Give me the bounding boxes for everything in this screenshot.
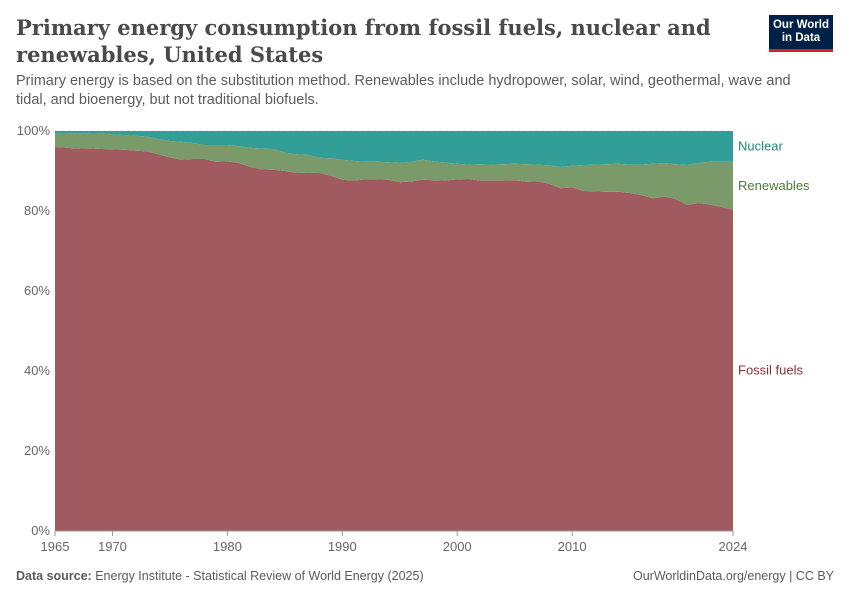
y-tick-label: 20%: [24, 443, 50, 458]
series-label: Renewables: [738, 178, 810, 193]
x-tick-label: 1970: [98, 539, 127, 554]
series-label: Nuclear: [738, 138, 783, 153]
x-tick-label: 1990: [328, 539, 357, 554]
source-text[interactable]: Energy Institute - Statistical Review of…: [95, 569, 424, 583]
x-tick-label: 1980: [213, 539, 242, 554]
x-tick-label: 2000: [443, 539, 472, 554]
y-tick-label: 40%: [24, 363, 50, 378]
y-tick-label: 80%: [24, 203, 50, 218]
owid-logo[interactable]: Our World in Data: [769, 15, 833, 52]
data-source: Data source: Energy Institute - Statisti…: [16, 569, 424, 583]
x-tick-label: 2010: [558, 539, 587, 554]
area-renewables: [55, 133, 733, 210]
chart-subtitle: Primary energy is based on the substitut…: [16, 73, 791, 108]
x-tick-label: 2024: [719, 539, 748, 554]
credit[interactable]: OurWorldinData.org/energy | CC BY: [632, 569, 834, 583]
y-tick-label: 0%: [31, 523, 50, 538]
chart-title: Primary energy consumption from fossil f…: [16, 15, 711, 67]
series-label: Fossil fuels: [738, 362, 804, 377]
area-fossil-fuels: [55, 147, 733, 531]
y-tick-label: 60%: [24, 283, 50, 298]
x-tick-label: 1965: [41, 539, 70, 554]
y-tick-label: 100%: [17, 123, 51, 138]
source-label: Data source:: [16, 569, 92, 583]
area-nuclear: [55, 131, 733, 167]
